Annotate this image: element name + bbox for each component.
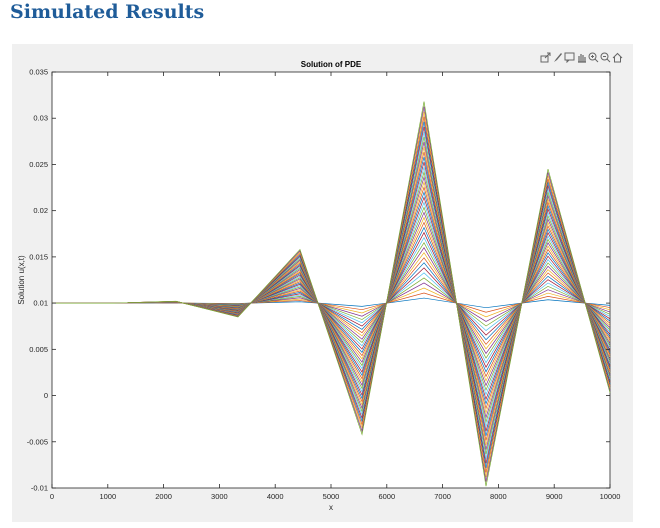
x-tick-label: 7000 [434,492,451,501]
x-tick-label: 6000 [378,492,395,501]
x-tick-label: 3000 [211,492,228,501]
y-tick-label: -0.01 [31,484,48,493]
x-tick-label: 5000 [323,492,340,501]
series-layer [52,101,611,487]
x-tick-label: 2000 [155,492,172,501]
x-tick-label: 0 [50,492,54,501]
y-axis-label: Solution u(x,t) [17,255,26,305]
zoom-out-icon[interactable] [600,51,611,63]
y-tick-label: 0.035 [29,68,48,77]
solution-curve [52,101,611,487]
x-tick-label: 10000 [600,492,621,501]
plot-area [51,71,611,489]
axes-toolbar [540,50,623,64]
zoom-in-icon[interactable] [588,51,599,63]
y-tick-label: 0.005 [29,345,48,354]
y-tick-label: 0.03 [33,114,48,123]
x-tick-label: 8000 [490,492,507,501]
home-icon[interactable] [612,51,623,63]
brush-icon[interactable] [552,51,563,63]
y-tick-label: 0.01 [33,299,48,308]
y-tick-label: -0.005 [27,437,48,446]
page-heading: Simulated Results [10,1,205,23]
chart-title: Solution of PDE [301,60,362,69]
y-tick-label: 0 [44,391,48,400]
x-axis-label: x [329,503,333,512]
y-tick-label: 0.015 [29,252,48,261]
ticks-layer: 0 1000 2000 3000 4000 5000 6000 7000 8000 9000 100… [27,68,621,502]
export-icon[interactable] [540,51,551,63]
pan-icon[interactable] [576,51,587,63]
x-tick-label: 1000 [99,492,116,501]
x-tick-label: 9000 [546,492,563,501]
y-tick-label: 0.02 [33,206,48,215]
data-tip-icon[interactable] [564,51,575,63]
y-tick-label: 0.025 [29,160,48,169]
x-tick-label: 4000 [267,492,284,501]
